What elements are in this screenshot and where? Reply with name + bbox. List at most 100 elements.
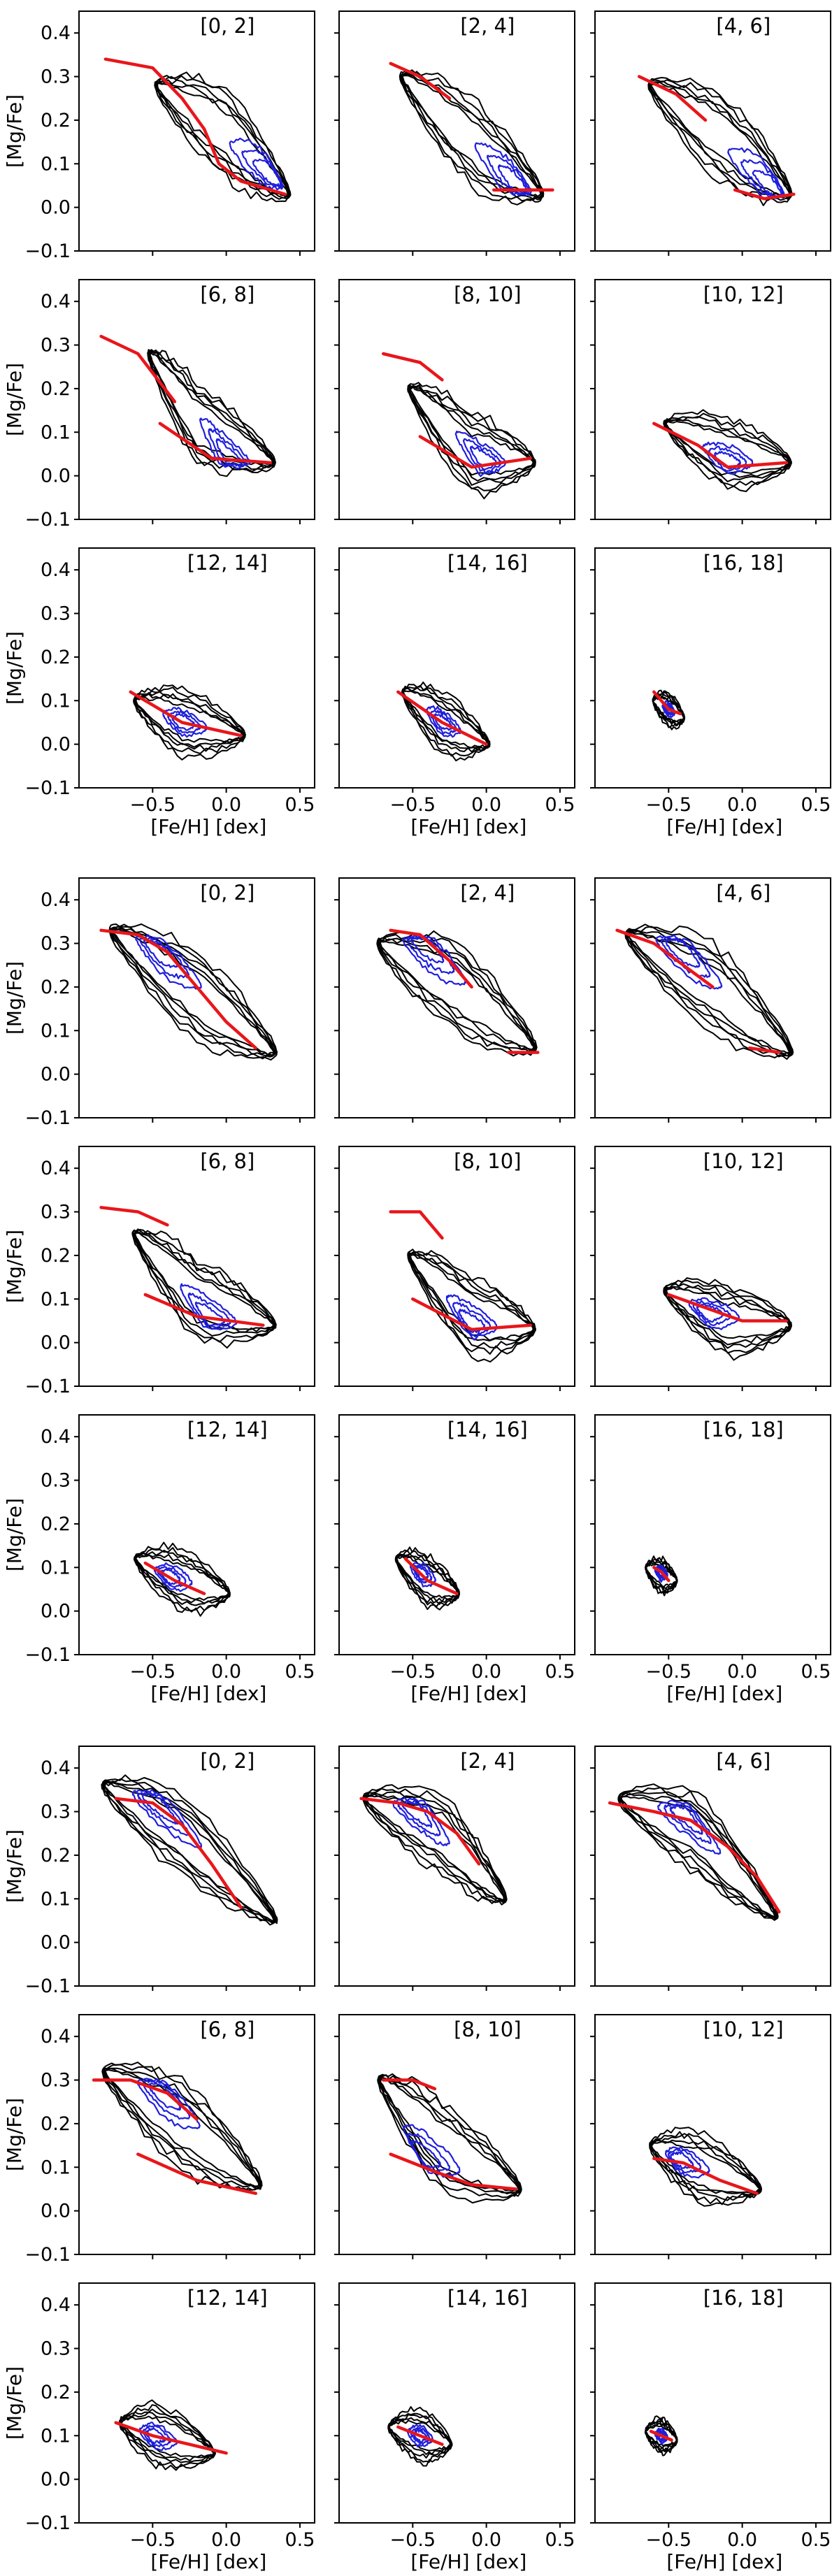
outer-contour bbox=[101, 1774, 278, 1926]
panel-g1-2: [4, 6] bbox=[590, 877, 831, 1123]
inner-contour bbox=[402, 934, 466, 986]
outer-contour bbox=[104, 2069, 260, 2188]
median-track-0 bbox=[359, 1797, 481, 1866]
y-axis-title: [Mg/Fe] bbox=[3, 1498, 26, 1571]
median-track-0 bbox=[637, 75, 708, 122]
median-track-0 bbox=[99, 1206, 169, 1227]
x-tick-label: 0.0 bbox=[211, 794, 241, 816]
y-tick-label: 0.0 bbox=[41, 466, 71, 487]
panel-frame bbox=[78, 1746, 315, 1987]
y-axis-title: [Mg/Fe] bbox=[3, 1829, 26, 1903]
outer-contour bbox=[135, 696, 244, 743]
outer-contour bbox=[407, 1249, 536, 1363]
y-tick-label: 0.0 bbox=[41, 1932, 71, 1954]
inner-contour bbox=[137, 1791, 190, 1836]
outer-contour bbox=[647, 77, 793, 206]
median-track-0 bbox=[389, 62, 452, 100]
inner-contour bbox=[474, 142, 532, 196]
inner-contour bbox=[664, 1803, 712, 1845]
plot-area bbox=[359, 1784, 508, 1906]
outer-contour bbox=[155, 75, 291, 200]
y-tick-label: 0.1 bbox=[41, 422, 71, 443]
y-tick-label: 0.2 bbox=[41, 2382, 71, 2403]
y-tick-label: 0.2 bbox=[41, 1245, 71, 1267]
median-track-0 bbox=[652, 1566, 671, 1583]
panel-label: [2, 4] bbox=[460, 14, 515, 38]
panel-frame bbox=[594, 1746, 831, 1987]
y-tick-label: −0.1 bbox=[24, 1976, 71, 1997]
panel-label: [0, 2] bbox=[200, 14, 254, 38]
inner-contour bbox=[187, 1293, 231, 1329]
panel-frame bbox=[594, 2282, 831, 2524]
outer-contour bbox=[377, 933, 537, 1054]
outer-contour bbox=[396, 1555, 459, 1599]
plot-area bbox=[637, 75, 796, 206]
y-tick-label: 0.3 bbox=[41, 66, 71, 88]
median-track-1 bbox=[143, 1293, 265, 1327]
panel-label: [12, 14] bbox=[187, 551, 268, 575]
y-tick-label: −0.1 bbox=[24, 2512, 71, 2534]
outer-contour bbox=[652, 696, 685, 723]
x-axis-title: [Fe/H] [dex] bbox=[150, 1682, 266, 1705]
outer-contour bbox=[363, 1787, 507, 1904]
panel-label: [14, 16] bbox=[447, 551, 528, 575]
median-track-1 bbox=[733, 188, 796, 201]
y-tick-label: 0.4 bbox=[41, 2294, 71, 2316]
y-tick-label: 0.1 bbox=[41, 2157, 71, 2178]
panel-frame bbox=[338, 1746, 575, 1987]
panel-g2-5: [10, 12] bbox=[590, 2014, 831, 2259]
median-track-0 bbox=[381, 2078, 437, 2091]
panel-g0-6: −0.5 0.0 0.5 −0.1 0.0 0.1 0.2 0.3 0.4 [12, 14] [Fe… bbox=[3, 547, 315, 838]
y-tick-label: 0.0 bbox=[41, 1064, 71, 1086]
panel-label: [16, 18] bbox=[703, 2286, 784, 2310]
x-tick-label: 0.5 bbox=[285, 794, 315, 816]
plot-area bbox=[114, 2399, 228, 2471]
y-tick-label: 0.3 bbox=[41, 1470, 71, 1492]
y-tick-label: 0.3 bbox=[41, 1801, 71, 1823]
y-tick-label: 0.2 bbox=[41, 1513, 71, 1535]
outer-contour bbox=[663, 409, 792, 492]
inner-contour bbox=[194, 1301, 226, 1327]
plot-area bbox=[615, 923, 794, 1060]
median-track-0 bbox=[652, 422, 789, 469]
inner-contour bbox=[663, 703, 674, 716]
x-tick-label: −0.5 bbox=[646, 794, 692, 816]
y-tick-label: 0.0 bbox=[41, 2469, 71, 2491]
x-tick-label: 0.5 bbox=[801, 1661, 831, 1683]
median-track-0 bbox=[396, 690, 488, 746]
plot-area bbox=[387, 2406, 453, 2467]
outer-contour bbox=[103, 1780, 276, 1923]
y-tick-label: 0.3 bbox=[41, 335, 71, 357]
inner-contour bbox=[487, 154, 530, 196]
plot-area bbox=[394, 1546, 460, 1611]
outer-contour bbox=[134, 1231, 274, 1330]
panel-frame bbox=[78, 2014, 315, 2255]
outer-contour bbox=[648, 79, 792, 201]
inner-contour bbox=[167, 710, 201, 734]
median-track-1 bbox=[411, 1297, 533, 1332]
panel-label: [6, 8] bbox=[200, 2017, 254, 2041]
x-tick-label: 0.0 bbox=[727, 2529, 757, 2551]
panel-frame bbox=[78, 279, 315, 520]
panel-label: [8, 10] bbox=[454, 282, 521, 306]
median-track-0 bbox=[608, 1801, 781, 1914]
median-track-0 bbox=[396, 2425, 444, 2446]
panel-frame bbox=[338, 2282, 575, 2524]
outer-contour bbox=[399, 71, 544, 202]
y-tick-label: 0.0 bbox=[41, 2201, 71, 2222]
panel-label: [4, 6] bbox=[716, 14, 770, 38]
outer-contour bbox=[364, 1793, 505, 1902]
panel-label: [6, 8] bbox=[200, 1149, 254, 1173]
outer-contour bbox=[102, 2064, 262, 2191]
x-tick-label: −0.5 bbox=[646, 2529, 692, 2551]
inner-contour bbox=[458, 1309, 485, 1333]
panel-label: [14, 16] bbox=[447, 1418, 528, 1441]
outer-contour bbox=[101, 2061, 263, 2192]
x-tick-label: −0.5 bbox=[390, 794, 436, 816]
outer-contour bbox=[365, 1795, 505, 1901]
inner-contour bbox=[410, 1562, 436, 1588]
y-tick-label: −0.1 bbox=[24, 240, 71, 262]
plot-area bbox=[99, 923, 278, 1061]
outer-contour bbox=[625, 926, 793, 1058]
